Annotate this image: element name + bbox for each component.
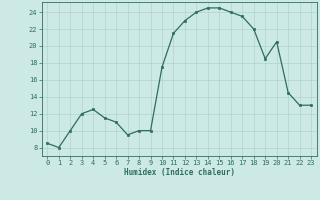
X-axis label: Humidex (Indice chaleur): Humidex (Indice chaleur) bbox=[124, 168, 235, 177]
